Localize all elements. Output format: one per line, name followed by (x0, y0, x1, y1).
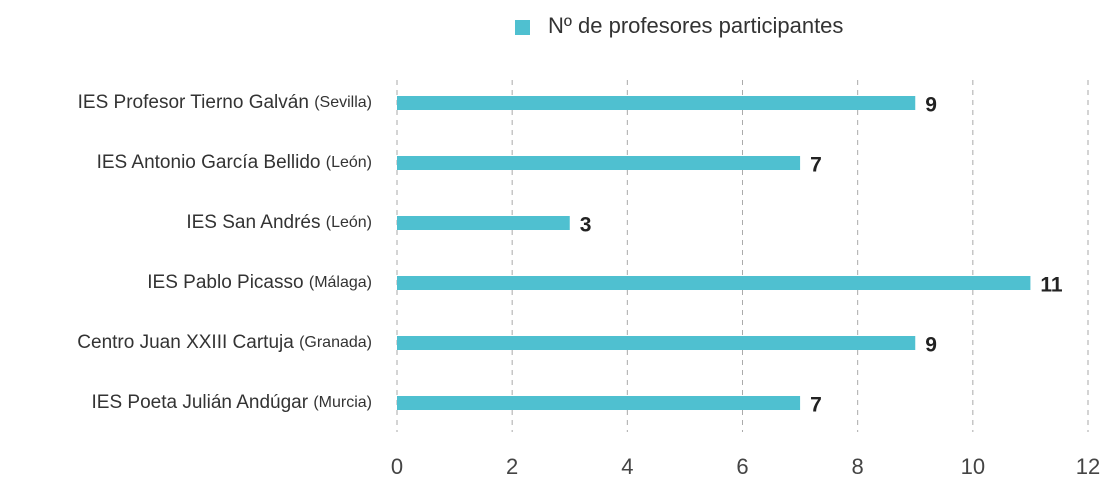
bar (397, 276, 1031, 290)
x-tick-label: 12 (1076, 454, 1100, 479)
x-tick-label: 2 (506, 454, 518, 479)
bar (397, 396, 801, 410)
x-tick-label: 8 (852, 454, 864, 479)
y-tick-label: IES Pablo Picasso (Málaga) (147, 272, 372, 293)
x-tick-label: 6 (736, 454, 748, 479)
legend-swatch (515, 20, 530, 35)
data-label: 7 (810, 394, 822, 417)
data-label: 11 (1040, 274, 1063, 297)
x-tick-label: 0 (391, 454, 403, 479)
x-tick-label: 4 (621, 454, 633, 479)
bar (397, 336, 916, 350)
bar (397, 216, 570, 230)
y-tick-label: IES Profesor Tierno Galván (Sevilla) (78, 92, 372, 113)
y-tick-label: IES Poeta Julián Andúgar (Murcia) (92, 392, 373, 413)
y-tick-label: IES Antonio García Bellido (León) (97, 152, 372, 173)
y-tick-label: Centro Juan XXIII Cartuja (Granada) (77, 332, 372, 353)
bar (397, 96, 916, 110)
data-label: 9 (925, 94, 937, 117)
data-label: 9 (925, 334, 937, 357)
data-label: 7 (810, 154, 822, 177)
x-tick-label: 10 (961, 454, 985, 479)
data-label: 3 (580, 214, 592, 237)
legend-label: Nº de profesores participantes (548, 13, 843, 38)
y-tick-label: IES San Andrés (León) (186, 212, 372, 233)
bar (397, 156, 801, 170)
